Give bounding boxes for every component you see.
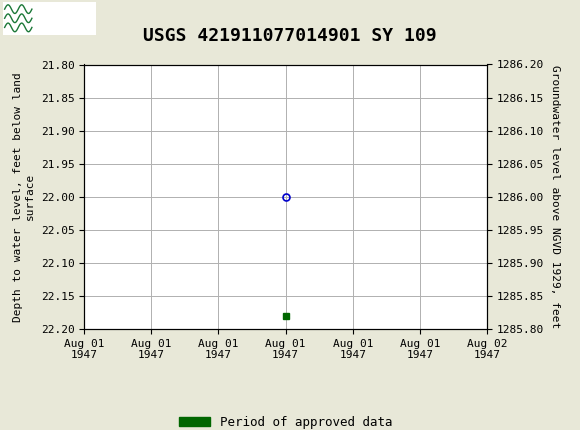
Y-axis label: Groundwater level above NGVD 1929, feet: Groundwater level above NGVD 1929, feet bbox=[550, 65, 560, 329]
Text: USGS 421911077014901 SY 109: USGS 421911077014901 SY 109 bbox=[143, 27, 437, 45]
Text: USGS: USGS bbox=[36, 9, 91, 27]
Legend: Period of approved data: Period of approved data bbox=[174, 411, 397, 430]
Y-axis label: Depth to water level, feet below land
surface: Depth to water level, feet below land su… bbox=[13, 72, 35, 322]
Bar bbox=[3, 2, 96, 35]
